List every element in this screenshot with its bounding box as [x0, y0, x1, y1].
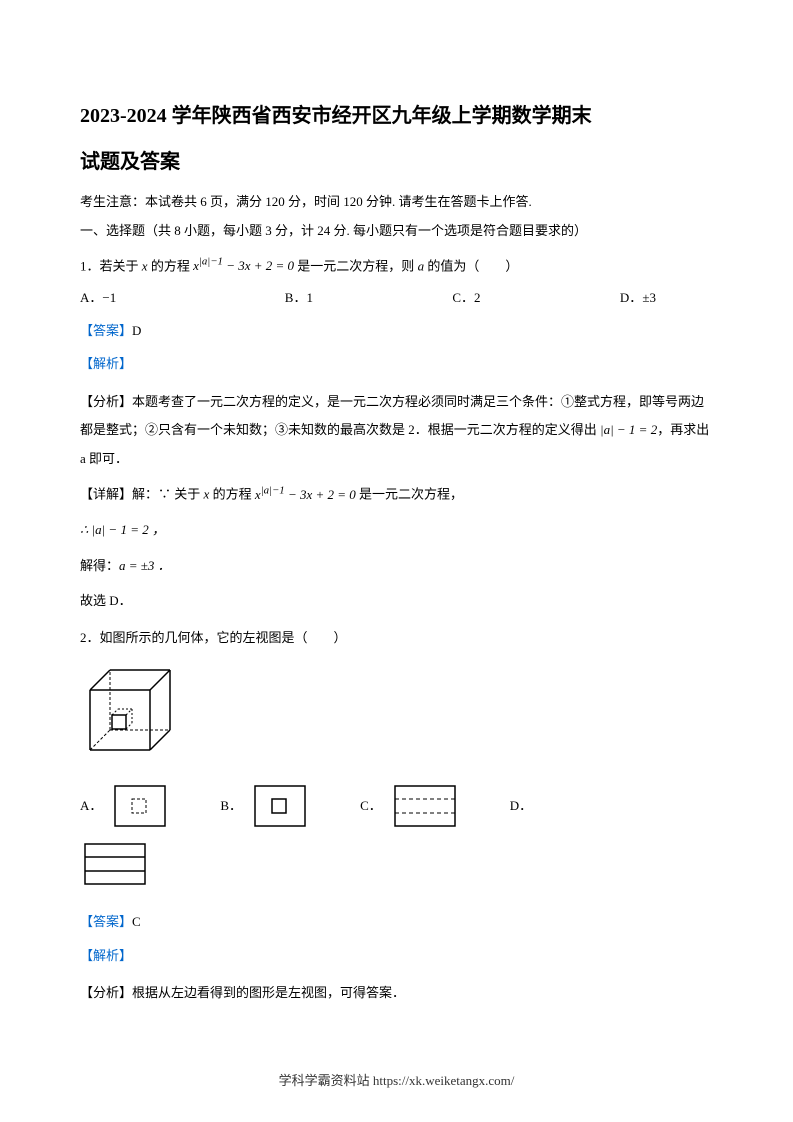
q2-option-b-icon — [250, 781, 310, 831]
q1-opt-b-value: 1 — [306, 290, 313, 305]
q2-opt-c-label: C． — [360, 794, 382, 817]
q2-option-d-icon — [80, 839, 150, 889]
q1-opt-d-value: ±3 — [642, 290, 656, 305]
q1-options: A．−1 B．1 C．2 D．±3 — [80, 286, 713, 309]
q1-solve-label: 解得： — [80, 558, 119, 573]
q1-option-d: D．±3 — [620, 286, 713, 309]
q1-sol-eq: x|a|−1 − 3x + 2 = 0 — [255, 487, 356, 502]
q1-solution-mid: 的方程 — [209, 487, 255, 502]
q1-opt-c-value: 2 — [474, 290, 481, 305]
q2-analysis-title: 【分析】 — [80, 985, 132, 1000]
page-title: 2023-2024 学年陕西省西安市经开区九年级上学期数学期末 — [80, 100, 713, 132]
q1-option-c: C．2 — [452, 286, 620, 309]
q1-answer: 【答案】D — [80, 319, 713, 342]
q1-opt-d-label: D． — [620, 290, 642, 305]
q2-option-d-figure — [80, 839, 713, 898]
q1-equation: x|a|−1 − 3x + 2 = 0 — [193, 258, 294, 273]
q2-answer-label: 【答案】 — [80, 914, 132, 929]
question-2: 2．如图所示的几何体，它的左视图是（ ） — [80, 626, 713, 649]
q1-solve: 解得：a = ±3 ． — [80, 554, 713, 577]
q1-solution-pre: 解：∵ 关于 — [132, 487, 204, 502]
q1-opt-b-label: B． — [285, 290, 307, 305]
q1-conclusion: 故选 D． — [80, 589, 713, 612]
q1-opt-c-label: C． — [452, 290, 474, 305]
q1-text-mid2: 是一元二次方程，则 — [294, 258, 418, 273]
q1-number: 1． — [80, 258, 100, 273]
section-1-header: 一、选择题（共 8 小题，每小题 3 分，计 24 分. 每小题只有一个选项是符… — [80, 219, 713, 242]
q1-analysis-title: 【分析】 — [80, 394, 132, 409]
q1-opt-a-label: A． — [80, 290, 102, 305]
q2-text: 如图所示的几何体，它的左视图是（ ） — [100, 630, 347, 645]
question-1: 1．若关于 x 的方程 x|a|−1 − 3x + 2 = 0 是一元二次方程，… — [80, 253, 713, 278]
q2-analysis-text: 根据从左边看得到的图形是左视图，可得答案． — [132, 985, 405, 1000]
q2-opt-a-label: A． — [80, 794, 102, 817]
q1-answer-value: D — [132, 323, 141, 338]
q1-solution-end: 是一元二次方程， — [356, 487, 463, 502]
notice-text: 考生注意：本试卷共 6 页，满分 120 分，时间 120 分钟. 请考生在答题… — [80, 190, 713, 213]
page-subtitle: 试题及答案 — [80, 144, 713, 180]
q1-analysis-label: 【解析】 — [80, 352, 713, 375]
q1-text-end: 的值为（ ） — [424, 258, 518, 273]
q2-answer-value: C — [132, 914, 141, 929]
q2-options-row: A． B． C． D． — [80, 781, 713, 831]
q1-option-b: B．1 — [285, 286, 453, 309]
q2-cube-figure — [80, 660, 713, 769]
q1-solution: 【详解】解：∵ 关于 x 的方程 x|a|−1 − 3x + 2 = 0 是一元… — [80, 481, 713, 506]
q1-analysis-block: 【分析】本题考查了一元二次方程的定义，是一元二次方程必须同时满足三个条件：①整式… — [80, 388, 713, 474]
q2-opt-d-label: D． — [510, 794, 532, 817]
q2-analysis-block: 【分析】根据从左边看得到的图形是左视图，可得答案． — [80, 979, 713, 1008]
q2-opt-b-label: B． — [220, 794, 242, 817]
q1-text-pre: 若关于 — [100, 258, 142, 273]
q1-answer-label: 【答案】 — [80, 323, 132, 338]
q1-analysis-eq: |a| − 1 = 2 — [600, 422, 657, 437]
q2-option-a-icon — [110, 781, 170, 831]
q1-text-mid1: 的方程 — [148, 258, 194, 273]
cube-icon — [80, 660, 180, 760]
q1-solve-eq: a = ±3 ． — [119, 558, 171, 573]
page-footer: 学科学霸资料站 https://xk.weiketangx.com/ — [0, 1069, 793, 1092]
q2-analysis-label: 【解析】 — [80, 944, 713, 967]
q1-option-a: A．−1 — [80, 286, 285, 309]
q1-therefore: ∴ |a| − 1 = 2 ， — [80, 518, 713, 541]
q2-option-c-icon — [390, 781, 460, 831]
q1-solution-label: 【详解】 — [80, 487, 132, 502]
q1-opt-a-value: −1 — [102, 290, 116, 305]
q2-answer: 【答案】C — [80, 910, 713, 933]
q2-number: 2． — [80, 630, 100, 645]
